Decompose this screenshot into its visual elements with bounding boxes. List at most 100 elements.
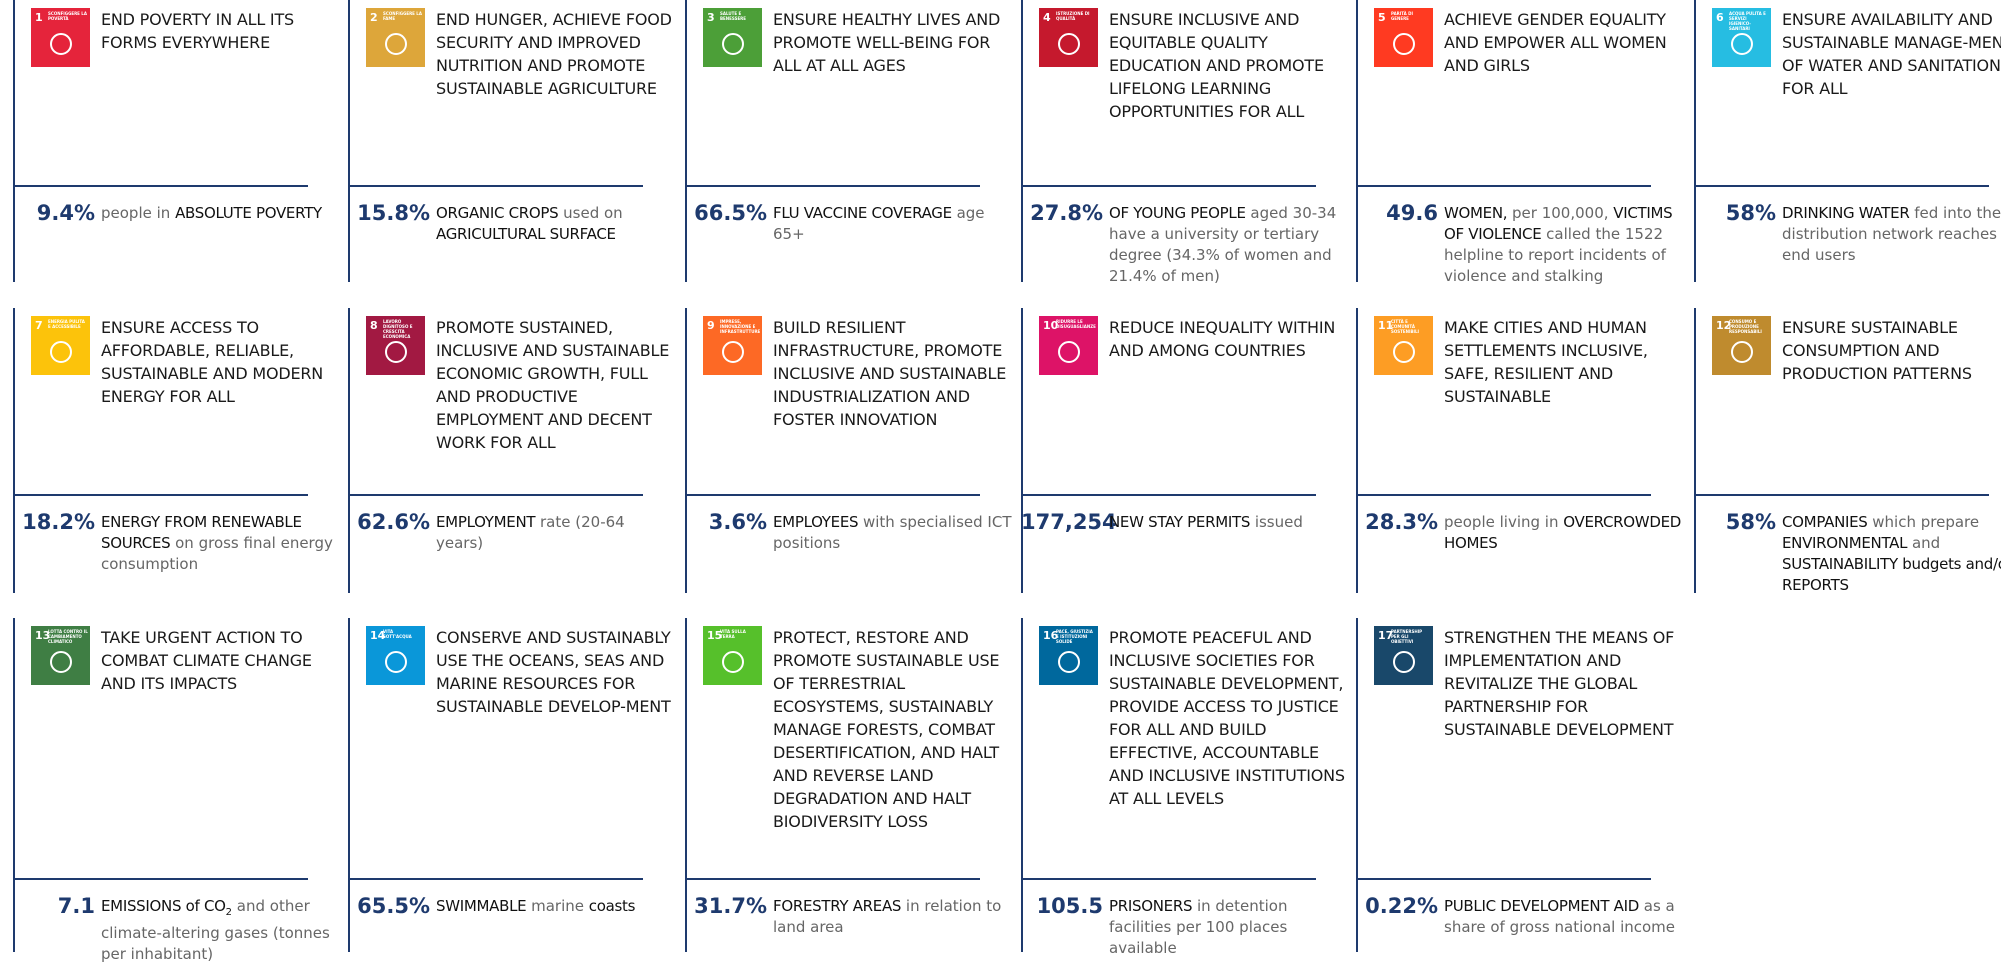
divider — [685, 618, 687, 952]
goal-label: CONSUMO E PRODUZIONE RESPONSABILI — [1729, 319, 1762, 334]
stat-text: FORESTRY AREAS — [773, 897, 902, 915]
goal-card: 12 CONSUMO E PRODUZIONE RESPONSABILI ENSUR… — [1694, 308, 2001, 594]
goal-title: PROMOTE PEACEFUL AND INCLUSIVE SOCIETIES… — [1109, 628, 1345, 808]
stat-value: 62.6% — [357, 510, 430, 534]
stat-text: people in — [101, 204, 176, 222]
stat-text: used on — [558, 204, 623, 222]
goal-icon: 17 PARTNERSHIP PER GLI OBIETTIVI — [1374, 626, 1433, 685]
divider — [1021, 618, 1023, 952]
stat-description: EMPLOYMENT rate (20-64 years) — [436, 512, 676, 554]
stat-text: and — [1907, 534, 1941, 552]
stat-value: 105.5 — [1036, 894, 1103, 918]
goal-number: 14 — [370, 629, 386, 642]
stat-description: NEW STAY PERMITS issued — [1109, 512, 1349, 533]
stat-value: 28.3% — [1365, 510, 1438, 534]
stat-description: FLU VACCINE COVERAGE age 65+ — [773, 203, 1013, 245]
stat-value: 58% — [1725, 201, 1776, 225]
stat-text: on gross final energy consumption — [101, 534, 333, 573]
stat-text: EMISSIONS of CO — [101, 897, 226, 915]
stat-text: ENERGY FROM RENEWABLE SOURCES — [101, 513, 302, 552]
goal-icon: 12 CONSUMO E PRODUZIONE RESPONSABILI — [1712, 316, 1771, 375]
goal-label: LOTTA CONTRO IL CAMBIAMENTO CLIMATICO — [48, 629, 88, 644]
goal-title: ENSURE INCLUSIVE AND EQUITABLE QUALITY E… — [1109, 10, 1324, 121]
divider — [1021, 494, 1316, 496]
goal-title: STRENGTHEN THE MEANS OF IMPLEMENTATION A… — [1444, 628, 1675, 739]
goal-glyph — [1058, 341, 1080, 363]
stat-text: WOMEN, — [1444, 204, 1508, 222]
goal-title: ENSURE HEALTHY LIVES AND PROMOTE WELL-BE… — [773, 10, 1001, 75]
goal-card: 14 VITA SOTT'ACQUA CONSERVE AND SUSTAINABL… — [348, 618, 684, 952]
goal-glyph — [1393, 33, 1415, 55]
goal-icon: 5 PARITÀ DI GENERE — [1374, 8, 1433, 67]
stat-text: EMPLOYEES — [773, 513, 859, 531]
goal-label: SALUTE E BENESSERE — [720, 11, 746, 21]
goal-card: 6 ACQUA PULITA E SERVIZI IGIENICO-SANITAR… — [1694, 0, 2001, 282]
goal-label: PARITÀ DI GENERE — [1391, 11, 1413, 21]
stat-description: ORGANIC CROPS used on AGRICULTURAL SURFA… — [436, 203, 676, 245]
divider — [685, 0, 687, 282]
goal-label: IMPRESE, INNOVAZIONE E INFRASTRUTTURE — [720, 319, 761, 334]
goal-glyph — [385, 33, 407, 55]
goal-number: 4 — [1043, 11, 1051, 24]
goal-icon: 10 RIDURRE LE DISUGUAGLIANZE — [1039, 316, 1098, 375]
divider — [1356, 185, 1651, 187]
stat-text: coasts — [588, 897, 636, 915]
stat-description: FORESTRY AREAS in relation to land area — [773, 896, 1013, 938]
goal-glyph — [722, 33, 744, 55]
stat-description: ENERGY FROM RENEWABLE SOURCES on gross f… — [101, 512, 341, 575]
goal-label: RIDURRE LE DISUGUAGLIANZE — [1056, 319, 1096, 329]
goal-number: 8 — [370, 319, 378, 332]
goal-number: 5 — [1378, 11, 1386, 24]
goal-number: 10 — [1043, 319, 1059, 332]
goal-icon: 14 VITA SOTT'ACQUA — [366, 626, 425, 685]
stat-value: 0.22% — [1365, 894, 1438, 918]
stat-text: marine — [526, 897, 589, 915]
divider — [1694, 185, 1989, 187]
goal-number: 16 — [1043, 629, 1059, 642]
goal-icon: 11 CITTÀ E COMUNITÀ SOSTENIBILI — [1374, 316, 1433, 375]
stat-text: AGRICULTURAL SURFACE — [436, 225, 616, 243]
divider — [348, 494, 643, 496]
divider — [1694, 494, 1989, 496]
stat-value: 18.2% — [22, 510, 95, 534]
stat-text: which prepare — [1867, 513, 1980, 531]
stat-text: fed into the distribution network reache… — [1782, 204, 2001, 264]
divider — [348, 0, 350, 282]
goal-label: PARTNERSHIP PER GLI OBIETTIVI — [1391, 629, 1423, 644]
divider — [1021, 878, 1316, 880]
goal-glyph — [1393, 651, 1415, 673]
goal-glyph — [1393, 341, 1415, 363]
divider — [1694, 308, 1696, 593]
divider — [13, 0, 15, 282]
divider — [13, 494, 308, 496]
stat-text: called the 1522 helpline to report incid… — [1444, 225, 1666, 285]
goal-icon: 8 LAVORO DIGNITOSO E CRESCITA ECONOMICA — [366, 316, 425, 375]
stat-value: 9.4% — [36, 201, 95, 225]
goal-card: 4 ISTRUZIONE DI QUALITÀ ENSURE INCLUSIVE A… — [1021, 0, 1357, 285]
goal-number: 6 — [1716, 11, 1724, 24]
goal-title: END HUNGER, ACHIEVE FOOD SECURITY AND IM… — [436, 10, 672, 98]
goal-number: 9 — [707, 319, 715, 332]
goal-title: PROMOTE SUSTAINED, INCLUSIVE AND SUSTAIN… — [436, 318, 670, 452]
goal-label: SCONFIGGERE LA POVERTÀ — [48, 11, 87, 21]
goal-number: 3 — [707, 11, 715, 24]
goal-card: 2 SCONFIGGERE LA FAME END HUNGER, ACHIEVE … — [348, 0, 684, 282]
stat-description: SWIMMABLE marine coasts — [436, 896, 676, 917]
divider — [13, 878, 308, 880]
stat-text: rate (20-64 years) — [436, 513, 625, 552]
stat-description: PUBLIC DEVELOPMENT AID as a share of gro… — [1444, 896, 1684, 938]
divider — [1356, 618, 1358, 952]
goal-card: 7 ENERGIA PULITA E ACCESSIBILE ENSURE ACCE… — [13, 308, 349, 593]
stat-text: aged 30-34 have a university or tertiary… — [1109, 204, 1337, 285]
goal-title: ACHIEVE GENDER EQUALITY AND EMPOWER ALL … — [1444, 10, 1667, 75]
stat-value: 3.6% — [708, 510, 767, 534]
stat-text: ORGANIC CROPS — [436, 204, 559, 222]
goal-icon: 3 SALUTE E BENESSERE — [703, 8, 762, 67]
goal-label: VITA SOTT'ACQUA — [383, 629, 412, 639]
divider — [13, 618, 15, 952]
goal-label: ISTRUZIONE DI QUALITÀ — [1056, 11, 1090, 21]
goal-glyph — [722, 651, 744, 673]
goal-card: 3 SALUTE E BENESSERE ENSURE HEALTHY LIVES … — [685, 0, 1021, 282]
stat-text: PUBLIC DEVELOPMENT AID — [1444, 897, 1639, 915]
goal-card: 5 PARITÀ DI GENERE ACHIEVE GENDER EQUALITY… — [1356, 0, 1692, 285]
